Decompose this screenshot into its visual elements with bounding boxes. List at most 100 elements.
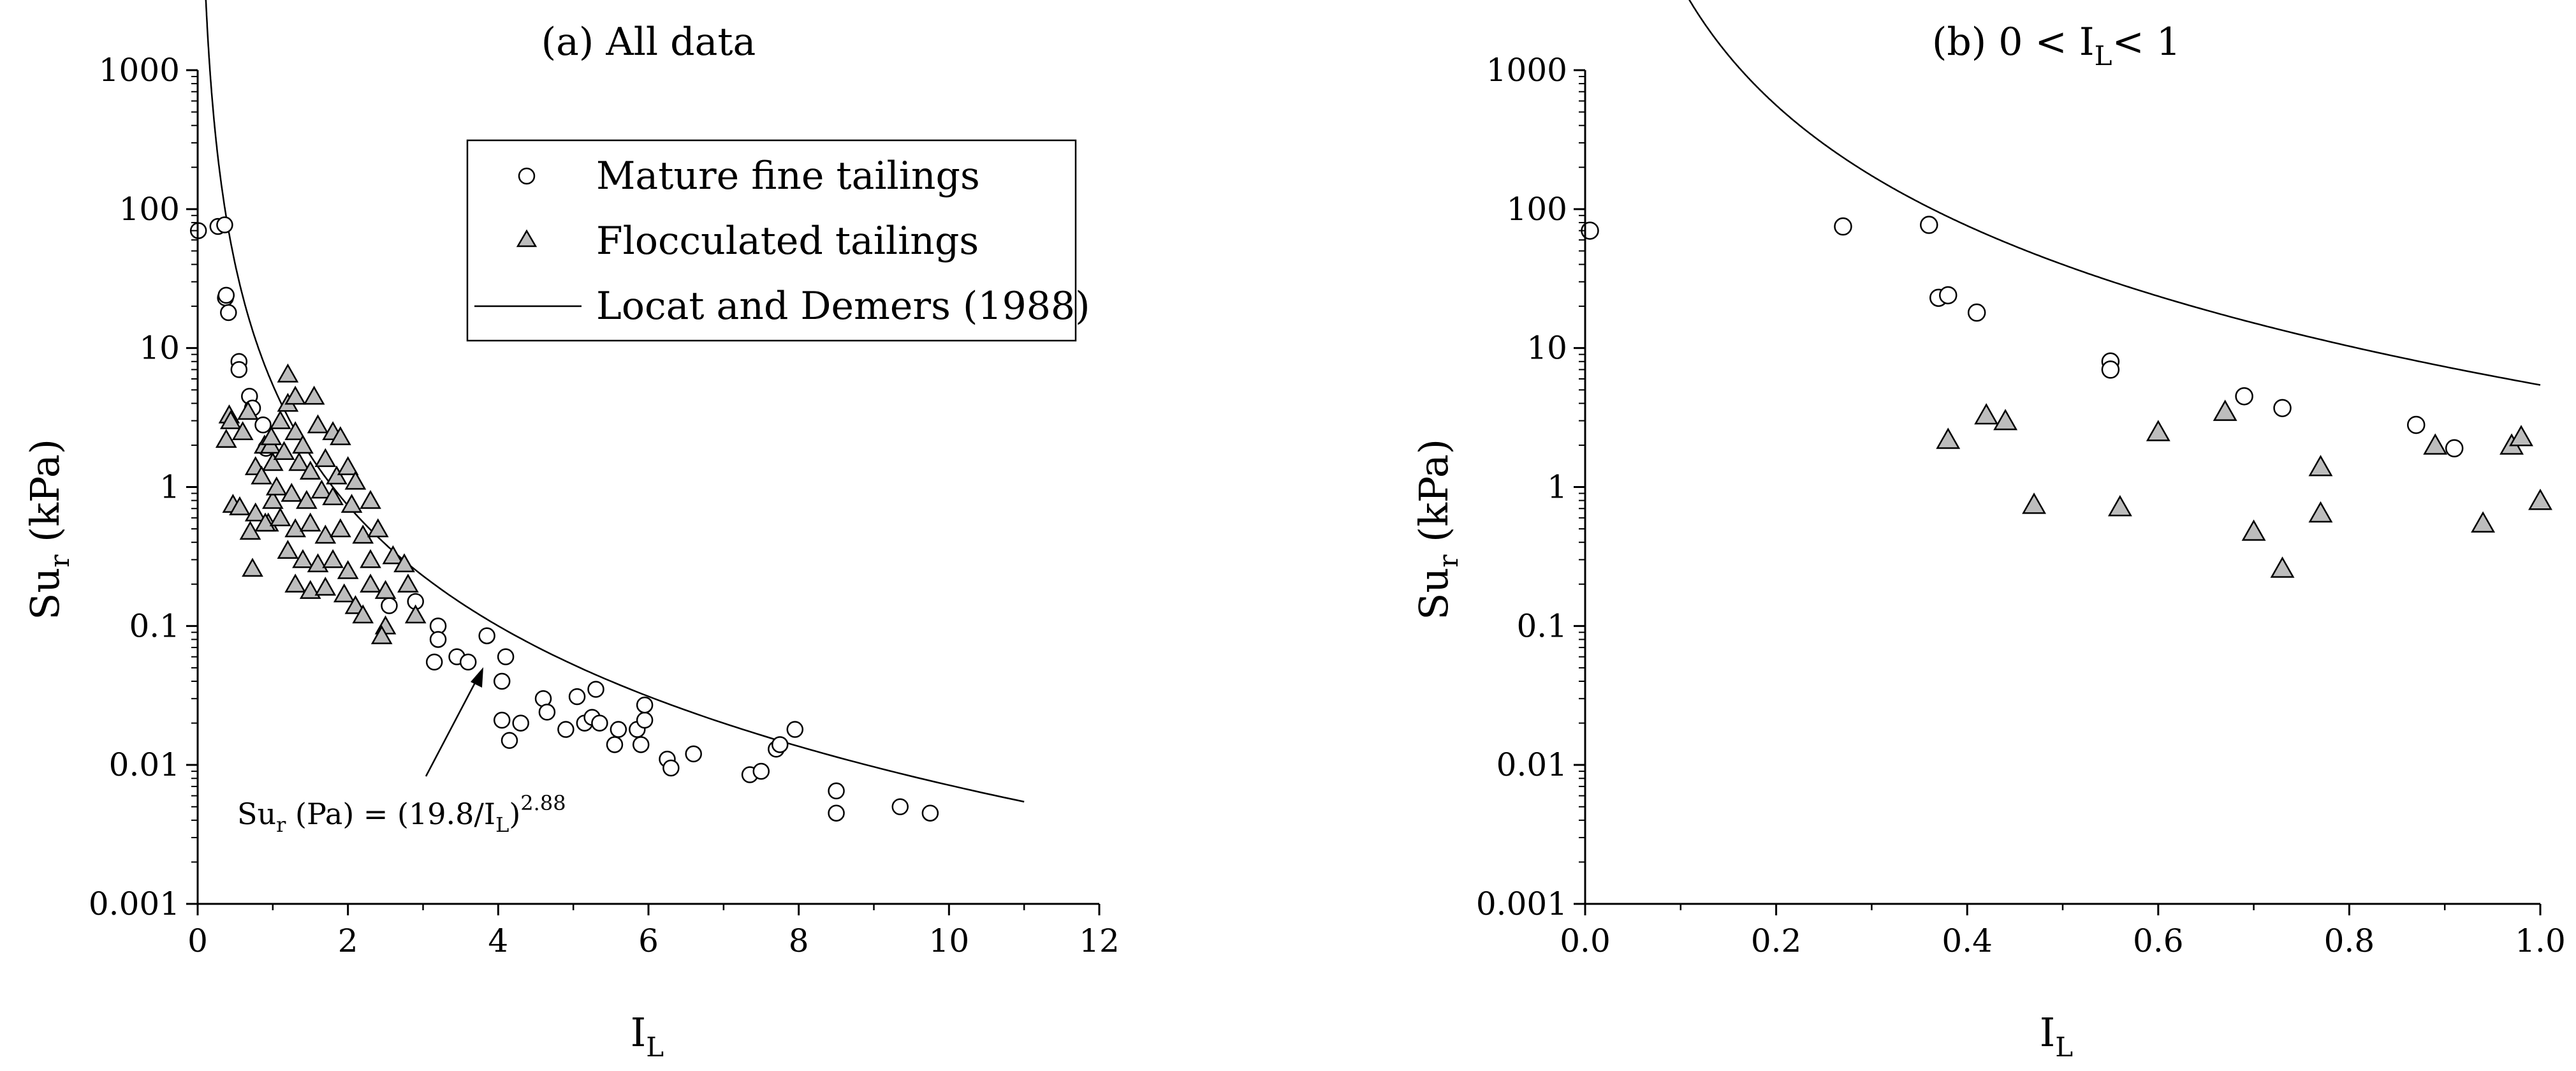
panel-a-flocculated-point bbox=[242, 558, 263, 577]
panel-b-x-tick-label: 0.2 bbox=[1751, 922, 1802, 959]
panel-a-flocculated-point bbox=[237, 401, 259, 420]
panel-a-mft-point bbox=[230, 361, 248, 378]
panel-a-flocculated-point bbox=[292, 549, 314, 568]
panel-b-mft-point bbox=[2445, 439, 2464, 458]
panel-a-flocculated-point bbox=[215, 429, 237, 448]
panel-b-x-tick-label: 0.4 bbox=[1942, 922, 1993, 959]
panel-a-flocculated-point bbox=[360, 573, 381, 593]
panel-a-flocculated-point bbox=[265, 476, 288, 496]
panel-a-flocculated-point bbox=[330, 426, 351, 445]
panel-a-mft-point bbox=[632, 736, 650, 753]
panel-a-flocculated-point bbox=[260, 426, 282, 445]
panel-a-mft-point bbox=[497, 648, 515, 665]
panel-b-flocculated-point bbox=[1974, 403, 1999, 425]
panel-a-flocculated-point bbox=[269, 410, 291, 429]
panel-a-mft-point bbox=[891, 798, 909, 815]
panel-a-flocculated-point bbox=[337, 456, 359, 475]
panel-a-y-tick-label: 0.1 bbox=[129, 607, 180, 644]
panel-a-flocculated-point bbox=[382, 545, 404, 565]
panel-a-curve-layer bbox=[205, 0, 1025, 803]
panel-b-y-tick-label: 1 bbox=[1547, 469, 1567, 506]
panel-b-y-tick-label: 0.001 bbox=[1476, 885, 1567, 922]
panel-a-points-layer bbox=[189, 216, 939, 822]
panel-a-flocculated-point bbox=[284, 518, 307, 538]
panel-a-flocculated-point bbox=[284, 421, 307, 440]
panel-b-ticks: 0.0 0.2 0.4 0.6 0.8 1.0 0.001 0.01 0.1 1 10 100 1000 bbox=[1476, 52, 2566, 959]
panel-a-y-tick-label: 0.001 bbox=[89, 885, 180, 922]
panel-b-flocculated-point bbox=[2471, 511, 2496, 533]
panel-a-flocculated-point bbox=[322, 486, 344, 506]
panel-a-flocculated-point bbox=[352, 524, 374, 544]
panel-a-mft-point bbox=[220, 304, 237, 321]
panel-a-mft-point bbox=[557, 721, 574, 738]
panel-a-title: (a) All data bbox=[541, 20, 756, 64]
legend-item-flocculated-tailings: Flocculated tailings bbox=[596, 219, 979, 263]
panel-a-mft-point bbox=[568, 688, 586, 705]
panel-b-y-tick-label: 0.01 bbox=[1497, 746, 1567, 783]
panel-a-x-axis-label: IL bbox=[631, 1009, 664, 1063]
panel-a-flocculated-point bbox=[299, 461, 321, 480]
panel-b-title: (b) 0 < IL< 1 bbox=[1932, 20, 2181, 71]
panel-b-flocculated-point bbox=[2022, 492, 2047, 514]
panel-a-x-tick-label: 4 bbox=[488, 922, 508, 959]
panel-a-flocculated-point bbox=[307, 414, 329, 434]
panel-a-x-tick-label: 6 bbox=[638, 922, 659, 959]
panel-a-flocculated-point bbox=[251, 465, 273, 485]
panel-a-mft-point bbox=[501, 732, 518, 750]
panel-a-flocculated-point bbox=[370, 625, 393, 644]
panel-a-flocculated-point bbox=[261, 452, 284, 471]
panel-b: (b) 0 < IL< 1 Sur (kPa) IL 0.0 0.2 0.4 0.6 0… bbox=[1410, 0, 2566, 1063]
panel-b-mft-point bbox=[2407, 415, 2426, 434]
panel-b-x-tick-label: 0.8 bbox=[2324, 922, 2375, 959]
panel-a-mft-point bbox=[771, 736, 789, 753]
panel-a-flocculated-point bbox=[299, 580, 321, 599]
panel-b-y-tick-label: 10 bbox=[1526, 330, 1567, 367]
panel-a-locat-demers-curve bbox=[205, 0, 1025, 803]
panel-a-mft-point bbox=[217, 286, 235, 304]
panel-a-flocculated-point bbox=[261, 490, 284, 509]
panel-a-x-tick-label: 12 bbox=[1079, 922, 1120, 959]
panel-a-mft-point bbox=[459, 653, 477, 671]
panel-b-flocculated-point bbox=[2270, 556, 2295, 578]
panel-a-flocculated-point bbox=[269, 507, 291, 526]
panel-a-y-axis-label: Sur (kPa) bbox=[22, 439, 75, 620]
panel-a-mft-point bbox=[478, 627, 495, 644]
legend-box bbox=[466, 139, 1077, 342]
panel-a-x-tick-label: 8 bbox=[789, 922, 809, 959]
panel-a-flocculated-point bbox=[326, 465, 348, 485]
panel-a-mft-point bbox=[921, 804, 939, 822]
panel-a-mft-point bbox=[685, 745, 702, 763]
panel-a-flocculated-point bbox=[311, 479, 333, 499]
panel-a-flocculated-point bbox=[344, 595, 367, 614]
panel-a-flocculated-point bbox=[374, 580, 397, 599]
panel-a-flocculated-point bbox=[299, 512, 321, 532]
panel-b-flocculated-point bbox=[2107, 495, 2132, 517]
panel-a-flocculated-point bbox=[340, 494, 363, 513]
annotation-arrow-head bbox=[471, 667, 483, 688]
panel-b-y-tick-label: 1000 bbox=[1486, 52, 1567, 89]
panel-a-flocculated-point bbox=[330, 518, 351, 538]
panel-b-mft-point bbox=[1920, 216, 1938, 234]
panel-b-flocculated-point bbox=[2308, 501, 2333, 523]
panel-a-mft-point bbox=[254, 416, 272, 434]
panel-a-flocculated-point bbox=[307, 553, 329, 573]
panel-a-mft-point bbox=[610, 721, 627, 738]
panel-a-flocculated-point bbox=[303, 385, 325, 405]
panel-b-x-tick-label: 0.0 bbox=[1560, 922, 1611, 959]
panel-b-points-layer bbox=[1581, 216, 2552, 578]
panel-b-flocculated-point bbox=[2146, 420, 2170, 441]
panel-b-flocculated-point bbox=[2528, 489, 2552, 510]
panel-a-mft-point bbox=[493, 672, 511, 690]
panel-a-flocculated-point bbox=[344, 470, 367, 490]
panel-a-y-tick-label: 1000 bbox=[99, 52, 180, 89]
panel-a-mft-point bbox=[591, 714, 608, 732]
panel-b-x-tick-label: 1.0 bbox=[2515, 922, 2566, 959]
panel-a-mft-point bbox=[636, 711, 654, 729]
panel-a-flocculated-point bbox=[292, 434, 314, 454]
annotation-arrow-line bbox=[425, 674, 481, 777]
legend-circle-marker bbox=[518, 167, 536, 185]
panel-a-mft-point bbox=[752, 762, 770, 780]
panel-a-flocculated-point bbox=[277, 363, 299, 383]
panel-b-flocculated-point bbox=[2213, 399, 2237, 421]
